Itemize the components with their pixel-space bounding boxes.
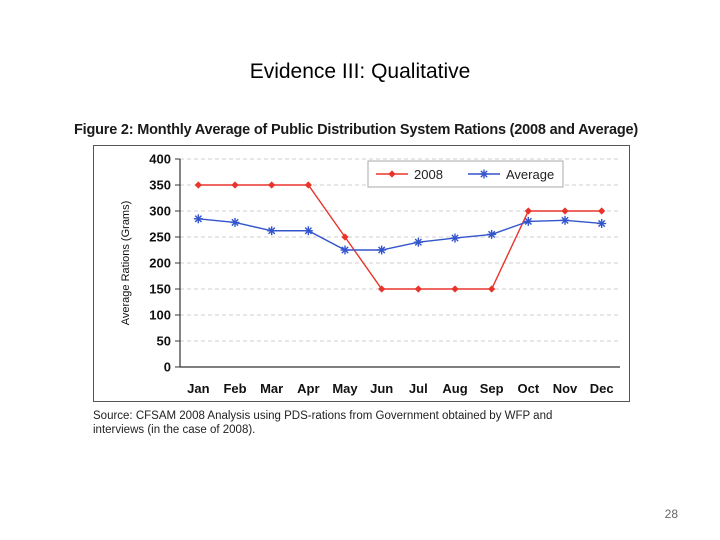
data-point-average	[340, 245, 350, 255]
data-point-average	[487, 229, 497, 239]
legend-label-average: Average	[506, 167, 554, 182]
legend-label-2008: 2008	[414, 167, 443, 182]
data-point-average	[413, 237, 423, 247]
page-number: 28	[664, 507, 678, 521]
data-point-average	[450, 233, 460, 243]
legend-marker-2008	[388, 170, 396, 178]
y-tick-label: 100	[149, 308, 171, 323]
x-tick-label: Jun	[370, 381, 393, 396]
y-tick-label: 350	[149, 178, 171, 193]
data-point-2008	[194, 181, 202, 189]
x-tick-label: Feb	[223, 381, 246, 396]
data-point-2008	[378, 285, 386, 293]
x-tick-label: Jan	[187, 381, 209, 396]
data-point-2008	[524, 207, 532, 215]
data-point-average	[560, 215, 570, 225]
data-point-2008	[268, 181, 276, 189]
y-tick-label: 0	[164, 360, 171, 375]
x-tick-label: Jul	[409, 381, 428, 396]
legend-marker-average	[479, 169, 489, 179]
y-tick-label: 200	[149, 256, 171, 271]
series-line-average	[198, 218, 602, 251]
x-tick-label: Sep	[480, 381, 504, 396]
data-point-2008	[451, 285, 459, 293]
figure-caption: Figure 2: Monthly Average of Public Dist…	[74, 122, 638, 138]
data-point-average	[303, 226, 313, 236]
data-point-2008	[561, 207, 569, 215]
y-tick-label: 250	[149, 230, 171, 245]
data-point-average	[230, 217, 240, 227]
line-chart: 0 50 100 150 200 250 300 350 400 Jan Feb Mar Apr May J…	[120, 152, 620, 396]
data-point-average	[193, 214, 203, 224]
y-tick-label: 50	[157, 334, 171, 349]
data-point-2008	[488, 285, 496, 293]
data-point-average	[267, 226, 277, 236]
data-point-2008	[231, 181, 239, 189]
data-point-average	[377, 245, 387, 255]
x-tick-label: Nov	[553, 381, 578, 396]
x-tick-label: May	[332, 381, 358, 396]
data-point-2008	[414, 285, 422, 293]
chart-frame	[93, 145, 630, 402]
source-note: Source: CFSAM 2008 Analysis using PDS-ra…	[93, 410, 553, 436]
y-tick-label: 400	[149, 152, 171, 167]
data-point-2008	[341, 233, 349, 241]
y-tick-label: 300	[149, 204, 171, 219]
x-tick-label: Mar	[260, 381, 283, 396]
y-axis-label: Average Rations (Grams)	[120, 201, 132, 326]
x-tick-label: Dec	[590, 381, 614, 396]
y-tick-label: 150	[149, 282, 171, 297]
x-tick-label: Apr	[297, 381, 319, 396]
series-line-2008	[198, 184, 602, 290]
data-point-2008	[598, 207, 606, 215]
slide-title: Evidence III: Qualitative	[249, 60, 471, 83]
x-tick-label: Oct	[517, 381, 539, 396]
x-tick-label: Aug	[442, 381, 467, 396]
data-point-average	[597, 218, 607, 228]
data-point-average	[523, 216, 533, 226]
